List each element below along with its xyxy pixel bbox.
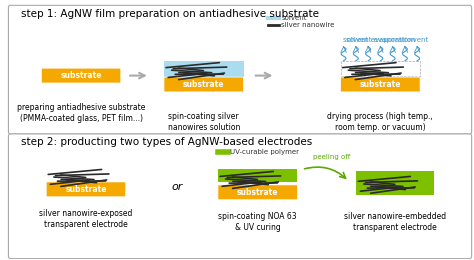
Text: substrate: substrate <box>60 71 102 80</box>
FancyBboxPatch shape <box>9 5 472 134</box>
Text: peeling off: peeling off <box>313 154 350 160</box>
Text: silver nanowire-embedded
transparent electrode: silver nanowire-embedded transparent ele… <box>344 212 446 231</box>
Text: silver nanowire-exposed
transparent electrode: silver nanowire-exposed transparent elec… <box>39 209 133 229</box>
Text: substrate: substrate <box>183 80 225 89</box>
Text: preparing antiadhesive substrate
(PMMA-coated glass, PET film...): preparing antiadhesive substrate (PMMA-c… <box>17 103 145 123</box>
Text: substrate: substrate <box>65 185 107 194</box>
Bar <box>164 61 243 76</box>
FancyBboxPatch shape <box>9 134 472 259</box>
FancyBboxPatch shape <box>341 77 420 92</box>
Text: or: or <box>172 182 183 192</box>
Text: solvent evaporationvent: solvent evaporationvent <box>343 37 428 43</box>
FancyBboxPatch shape <box>41 68 121 83</box>
Text: solvent: solvent <box>281 15 307 21</box>
Text: step 2: producting two types of AgNW-based electrodes: step 2: producting two types of AgNW-bas… <box>21 137 312 147</box>
FancyBboxPatch shape <box>164 77 244 92</box>
Text: UV-curable polymer: UV-curable polymer <box>230 149 299 155</box>
Bar <box>219 168 297 183</box>
Text: spin-coating silver
nanowires solution: spin-coating silver nanowires solution <box>167 112 240 132</box>
Text: silver nanowire: silver nanowire <box>281 22 335 28</box>
FancyBboxPatch shape <box>218 185 298 200</box>
Text: drying process (high temp.,
room temp. or vacuum): drying process (high temp., room temp. o… <box>328 112 433 132</box>
Text: substrate: substrate <box>237 188 278 197</box>
Text: solvent evaporation: solvent evaporation <box>346 37 415 43</box>
Text: substrate: substrate <box>360 80 401 89</box>
Text: spin-coating NOA 63
& UV curing: spin-coating NOA 63 & UV curing <box>219 212 297 231</box>
Bar <box>356 171 434 195</box>
Bar <box>341 61 419 76</box>
FancyBboxPatch shape <box>46 182 126 197</box>
Text: step 1: AgNW film preparation on antiadhesive substrate: step 1: AgNW film preparation on antiadh… <box>21 9 319 19</box>
